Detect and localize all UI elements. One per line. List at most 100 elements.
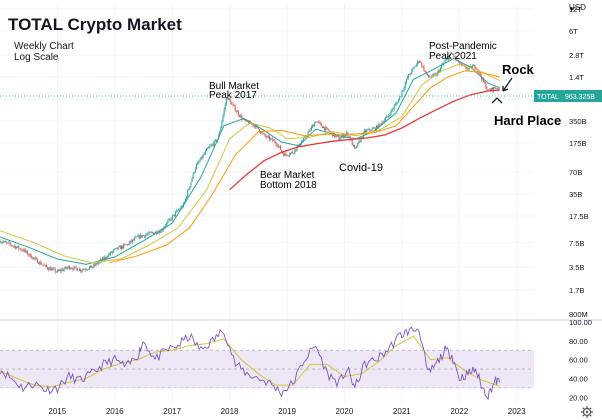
- candle: [486, 86, 488, 92]
- candle-body: [441, 65, 443, 68]
- candle: [414, 65, 416, 68]
- annotation-covid: Covid-19: [339, 162, 383, 174]
- candle: [238, 110, 240, 117]
- moving-average-line: [229, 89, 500, 191]
- candle-body: [80, 269, 82, 272]
- candle: [204, 149, 206, 155]
- candle-body: [160, 229, 162, 233]
- candle: [39, 260, 41, 266]
- candle-body: [193, 172, 195, 173]
- candle: [125, 244, 127, 246]
- candle-body: [446, 57, 448, 60]
- candle-body: [308, 129, 310, 133]
- candle-body: [485, 83, 487, 89]
- chart-title: TOTAL Crypto Market: [8, 15, 182, 34]
- candle: [197, 161, 199, 166]
- gear-icon[interactable]: [581, 406, 593, 418]
- candle: [452, 52, 454, 56]
- rsi-tick-label: 40.00: [569, 374, 588, 383]
- candle: [372, 126, 374, 129]
- candle: [431, 74, 433, 78]
- candle: [241, 113, 243, 122]
- candle: [379, 123, 381, 126]
- candle: [96, 262, 98, 265]
- price-tick-label: 800M: [569, 310, 588, 319]
- candle: [173, 214, 175, 217]
- candle-body: [197, 162, 199, 165]
- candle-body: [448, 55, 450, 60]
- candle-body: [128, 242, 130, 245]
- candle-body: [204, 150, 206, 154]
- candle-body: [339, 138, 341, 140]
- price-tick-label: 1.4T: [569, 73, 584, 82]
- candle: [295, 149, 297, 152]
- candle: [28, 253, 30, 257]
- candle-body: [414, 66, 416, 68]
- candle-body: [314, 122, 316, 127]
- candle-body: [93, 264, 95, 267]
- candle: [127, 243, 129, 247]
- candle-body: [130, 240, 132, 242]
- candle: [150, 230, 152, 234]
- candle-body: [213, 140, 215, 146]
- candle-body: [350, 139, 352, 141]
- candle: [26, 250, 28, 254]
- year-tick-label: 2019: [278, 407, 296, 416]
- candle-body: [296, 146, 298, 151]
- candle: [209, 144, 211, 150]
- candle-body: [162, 228, 164, 231]
- candle: [205, 148, 207, 151]
- candle-body: [133, 239, 135, 241]
- time-axis: 2015 2016 2017 2018 2019 2020 2021 2022 2023: [48, 407, 526, 416]
- candle-body: [355, 147, 357, 148]
- candle-body: [254, 125, 256, 128]
- candle-body: [340, 136, 342, 139]
- candle-body: [129, 240, 131, 243]
- candle-body: [316, 121, 318, 123]
- candle-body: [199, 160, 201, 162]
- price-tick-label: 1.7B: [569, 286, 584, 295]
- candle-body: [401, 91, 403, 97]
- candle: [441, 63, 443, 70]
- candle: [316, 121, 318, 123]
- candle: [5, 239, 7, 243]
- candle-body: [136, 236, 138, 238]
- currency-dropdown-icon[interactable]: ▾: [570, 6, 574, 13]
- candle-body: [429, 76, 431, 78]
- candle-body: [9, 242, 11, 245]
- candle-body: [325, 127, 327, 131]
- year-tick-label: 2016: [106, 407, 124, 416]
- candle-body: [247, 121, 249, 125]
- candle: [315, 121, 317, 124]
- candle-body: [124, 244, 126, 246]
- candle-body: [155, 231, 157, 233]
- candle-body: [324, 127, 326, 131]
- candle: [31, 255, 33, 260]
- candle-body: [346, 132, 348, 135]
- candle-body: [315, 122, 317, 123]
- candle-body: [498, 86, 500, 90]
- candle: [239, 114, 241, 118]
- candle-body: [320, 123, 322, 126]
- moving-average-line: [0, 63, 500, 264]
- candle-body: [260, 131, 262, 134]
- candle: [177, 209, 179, 212]
- candle: [10, 243, 12, 248]
- candle-body: [313, 125, 315, 127]
- candle: [214, 138, 216, 143]
- candle: [466, 67, 468, 71]
- candle-body: [229, 98, 231, 101]
- candle: [148, 230, 150, 236]
- candle-body: [201, 157, 203, 158]
- candle-body: [392, 108, 394, 110]
- candle: [84, 267, 86, 272]
- candle-body: [223, 109, 225, 116]
- candle-body: [232, 103, 234, 105]
- candle: [178, 208, 180, 212]
- candle-body: [186, 196, 188, 199]
- candle-body: [48, 268, 50, 270]
- candle-body: [385, 116, 387, 119]
- year-tick-label: 2020: [336, 407, 354, 416]
- candle-body: [422, 66, 424, 68]
- candle-body: [373, 127, 375, 129]
